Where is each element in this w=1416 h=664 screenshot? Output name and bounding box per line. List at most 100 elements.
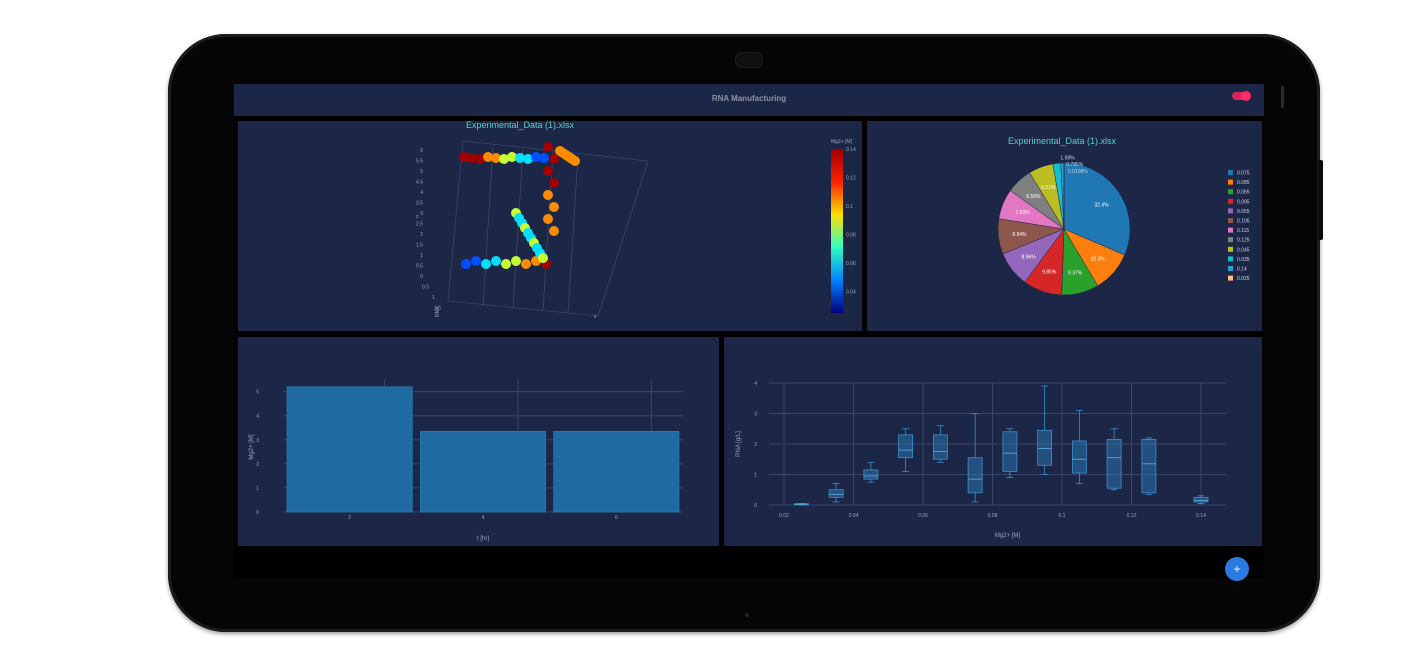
scatter-axis-tick: 6 (420, 148, 423, 154)
scatter-axis-tick: 2.5 (416, 222, 423, 228)
volume-button (1318, 160, 1323, 240)
scatter-gridline (597, 160, 649, 317)
scatter-axis-tick: 0.5 (416, 264, 423, 270)
bar-ytick: 5 (256, 390, 259, 396)
box (1193, 496, 1209, 503)
pie-slice-label: 6.59% (1026, 194, 1041, 200)
bar-xtick: 6 (615, 515, 618, 521)
box (1002, 431, 1018, 472)
scatter-point (538, 253, 548, 263)
pie-legend-label: 0.14 (1237, 267, 1247, 273)
pie-legend-swatch (1228, 189, 1233, 195)
scatter-colorbar-tick: 0.06 (846, 261, 856, 267)
bar-ylabel: Mg2+ [M] (249, 434, 255, 460)
scatter-point (471, 256, 481, 266)
bar-ytick: 2 (256, 462, 259, 468)
pie-slice-label: 0.0108% (1068, 169, 1088, 175)
box (932, 434, 948, 460)
pie-slice-label: 9.37% (1068, 270, 1083, 276)
box (828, 489, 844, 498)
box (898, 434, 914, 459)
bar-xlabel: t [hr] (477, 536, 489, 542)
scatter-colorbar (831, 149, 843, 313)
pie-slice-label: 6.21% (1041, 185, 1056, 191)
bar-xtick: 4 (482, 515, 485, 521)
scatter-axis-tick: 2 (420, 232, 423, 238)
scatter-point (501, 259, 511, 269)
add-button[interactable]: + (1225, 557, 1249, 581)
pie-legend-swatch (1228, 266, 1233, 271)
scatter-colorbar-tick: 0.04 (846, 290, 856, 296)
pie-chart[interactable]: 32.4% 10.3% 9.37% 9.85% 8.96% 8.94% 7.59% 6.59%… (867, 121, 1262, 331)
box (1106, 439, 1122, 489)
scatter-axis-tick: 5.5 (416, 159, 423, 165)
box (1141, 439, 1157, 494)
scatter-point (467, 153, 477, 163)
scatter-point (475, 154, 485, 164)
scatter-colorbar-tick: 0.14 (846, 147, 856, 153)
bar-ytick: 1 (256, 486, 259, 492)
box-ylabel: RNA [g/L] (736, 431, 742, 457)
pie-legend-swatch (1228, 237, 1233, 243)
pie-slice (1063, 162, 1131, 256)
theme-toggle[interactable] (1232, 91, 1251, 101)
scatter-point (549, 178, 559, 188)
box-xtick: 0.02 (779, 513, 789, 519)
scatter-gridline (482, 145, 494, 307)
scatter-point (459, 152, 469, 162)
pie-legend-swatch (1228, 275, 1233, 281)
bar-ytick: 0 (256, 510, 259, 516)
bar-chart[interactable]: 0 1 2 3 4 5 2 4 6 t [hr] Mg2+ [M] (238, 337, 719, 546)
box (863, 469, 879, 480)
pie-legend-label: 0.125 (1237, 238, 1250, 244)
scatter-axis-tick: 0.5 (422, 285, 429, 291)
scatter-colorbar-tick: 0.1 (846, 204, 853, 210)
scatter-point (483, 152, 493, 162)
box-ytick: 4 (754, 381, 757, 387)
scatter-point (549, 154, 559, 164)
scatter3d-panel: Experimental_Data (1).xlsx 6 5.5 5 4.5 4 3.5 3… (238, 120, 862, 331)
pie-legend-swatch (1228, 256, 1233, 262)
box-xlabel: Mg2+ [M] (995, 533, 1021, 539)
scatter-axis-tick: 1.5 (434, 306, 441, 312)
pie-title: Experimental_Data (1).xlsx (1007, 136, 1117, 146)
pie-legend-swatch (1228, 198, 1233, 204)
app-header: RNA Manufacturing (234, 84, 1264, 116)
pie-slice-label: 8.94% (1012, 232, 1027, 238)
pie-legend-swatch (1228, 227, 1233, 233)
bar (553, 431, 680, 513)
box-ytick: 3 (754, 412, 757, 418)
home-indicator (745, 613, 749, 617)
scatter-gridline (512, 148, 524, 310)
box (1037, 429, 1053, 466)
bar-ytick: 3 (256, 438, 259, 444)
pie-slice-label: 32.4% (1094, 202, 1109, 208)
box-chart[interactable]: 0 1 2 3 4 0.02 0.04 0.06 0.08 0.1 0.12 0.14 Mg2+ [M]… (724, 337, 1262, 546)
scatter-point (549, 226, 559, 236)
bar (286, 386, 413, 513)
app-screen: RNA Manufacturing Experimental_Data (1).… (234, 84, 1264, 578)
toggle-knob[interactable] (1241, 91, 1251, 101)
pie-slice-label: 1.98% (1060, 155, 1075, 161)
pie-legend-swatch (1228, 208, 1233, 214)
pie-legend-swatch (1228, 246, 1233, 252)
pie-legend-label: 0.075 (1237, 171, 1250, 177)
scatter-point (461, 259, 471, 269)
scatter-point (481, 259, 491, 269)
box-xtick: 0.14 (1196, 513, 1206, 519)
pie-legend-label: 0.055 (1237, 209, 1250, 215)
scatter-axis-tick: 1 (432, 295, 435, 301)
pie-legend-label: 0.045 (1237, 247, 1250, 253)
scatter-axis-tick: 3.5 (416, 201, 423, 207)
bar-ytick: 4 (256, 414, 259, 420)
pie-panel: Experimental_Data (1).xlsx 32.4% 10.3% 9.3… (867, 121, 1262, 331)
pie-slice-label: 9.85% (1042, 269, 1057, 275)
scatter-colorbar-tick: 0.12 (846, 176, 856, 182)
scatter-axis-tick: 1.5 (416, 243, 423, 249)
pie-legend-label: 0.035 (1237, 257, 1250, 263)
scatter-point (511, 256, 521, 266)
pie-legend-swatch (1228, 179, 1233, 185)
scatter-point (523, 154, 533, 164)
pie-legend-label: 0.095 (1237, 199, 1250, 205)
